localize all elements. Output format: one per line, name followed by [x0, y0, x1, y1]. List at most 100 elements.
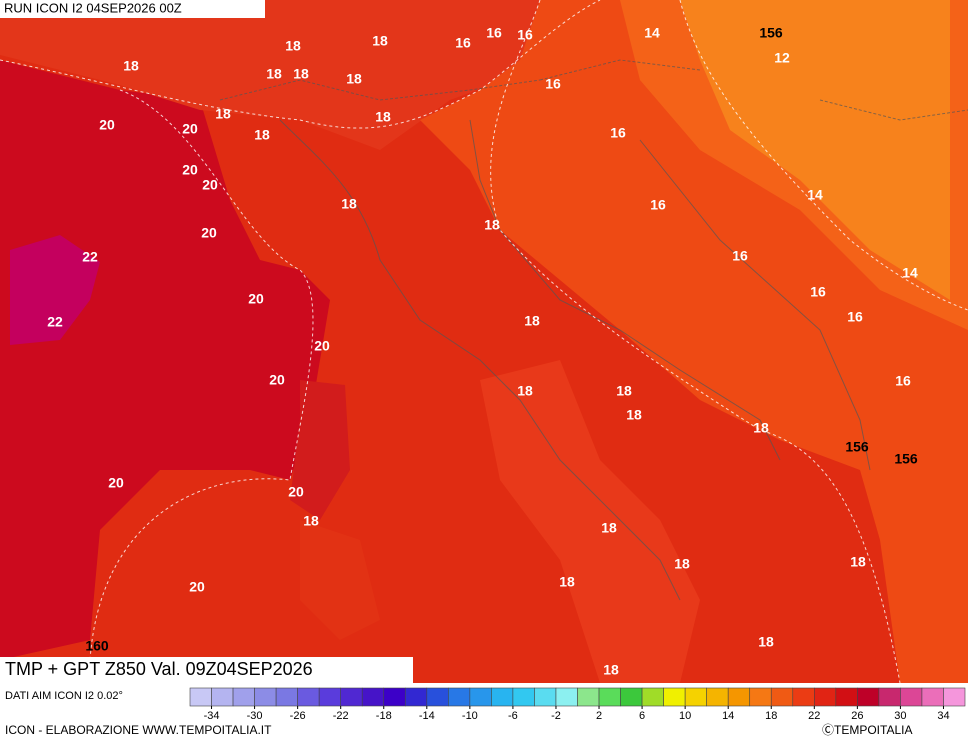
colorbar: -34 -30 -26 -22 -18 -14 -10 -6 -2 2 6 10 14 18 22 26 30 3… — [189, 687, 966, 722]
region — [300, 520, 380, 640]
contour — [490, 0, 901, 684]
contour-label: 16 — [545, 76, 561, 92]
contour-label: 16 — [517, 27, 533, 43]
colorbar-box — [727, 687, 751, 707]
contour-label: 20 — [248, 291, 264, 307]
contour-label: 18 — [753, 420, 769, 436]
contour-label: 18 — [215, 106, 231, 122]
contour-label: 16 — [486, 25, 502, 41]
run-title: RUN ICON I2 04SEP2026 00Z — [4, 0, 182, 15]
contour-label: 20 — [182, 162, 198, 178]
colorbar-tick-label: 14 — [722, 710, 734, 722]
colorbar-box — [340, 687, 363, 707]
contour-label: 16 — [455, 35, 471, 51]
colorbar-tick-label: 26 — [851, 710, 863, 722]
colorbar-box — [857, 687, 880, 707]
contour-label: 18 — [254, 127, 270, 143]
contour-label: 20 — [108, 475, 124, 491]
colorbar-box — [211, 687, 234, 707]
colorbar-tick-label: -14 — [419, 710, 435, 722]
colorbar-box — [469, 687, 492, 707]
colorbar-tick-label: 34 — [937, 710, 949, 722]
contour-label: 156 — [759, 25, 783, 41]
title-box — [0, 657, 413, 683]
colorbar-box — [684, 687, 707, 707]
border — [219, 59, 968, 121]
colorbar-box — [254, 687, 277, 707]
colorbar-box — [189, 687, 212, 707]
contour-label: 156 — [894, 451, 918, 467]
contour-label: 16 — [810, 284, 826, 300]
contour-label: 20 — [182, 121, 198, 137]
contour-label: 18 — [616, 383, 632, 399]
colorbar-box — [706, 687, 729, 707]
contour-label: 16 — [847, 309, 863, 325]
colorbar-box — [534, 687, 557, 707]
colorbar-tick-label: 18 — [765, 710, 777, 722]
colorbar-box — [814, 687, 837, 707]
colorbar-box — [878, 687, 901, 707]
contour-label: 20 — [288, 484, 304, 500]
contour-label: 18 — [123, 58, 139, 74]
contour-label: 18 — [850, 554, 866, 570]
contour-label: 18 — [517, 383, 533, 399]
map-title: TMP + GPT Z850 Val. 09Z04SEP2026 — [5, 659, 313, 679]
colorbar-box — [921, 687, 944, 707]
region — [680, 0, 950, 300]
colorbar-box — [275, 687, 298, 707]
contour-label: 20 — [202, 177, 218, 193]
contour-label: 18 — [266, 66, 282, 82]
colorbar-box — [426, 687, 449, 707]
colorbar-tick-label: 2 — [596, 710, 602, 722]
region — [0, 0, 600, 150]
colorbar-box — [577, 687, 600, 707]
colorbar-tick-label: -6 — [508, 710, 518, 722]
contour-label: 18 — [341, 196, 357, 212]
header-box — [0, 0, 265, 18]
contour-label: 18 — [559, 574, 575, 590]
contour-label: 20 — [201, 225, 217, 241]
contour-label: 18 — [293, 66, 309, 82]
contour-label: 18 — [303, 513, 319, 529]
colorbar-box — [383, 687, 406, 707]
region — [10, 235, 100, 345]
colorbar-tick-label: -26 — [290, 710, 306, 722]
contour-label: 14 — [807, 187, 823, 203]
contour-label: 20 — [314, 338, 330, 354]
region — [0, 60, 330, 660]
contour-label: 14 — [902, 265, 918, 281]
contour-label: 20 — [269, 372, 285, 388]
contour-label: 18 — [346, 71, 362, 87]
contour-label: 156 — [845, 439, 869, 455]
colorbar-box — [297, 687, 320, 707]
contour-label: 18 — [524, 313, 540, 329]
colorbar-tick-label: 22 — [808, 710, 820, 722]
colorbar-box — [232, 687, 255, 707]
colorbar-box — [792, 687, 815, 707]
colorbar-tick-label: -2 — [551, 710, 561, 722]
contour-label: 20 — [189, 579, 205, 595]
source: DATI AIM ICON I2 0.02° — [5, 690, 123, 702]
colorbar-box — [598, 687, 621, 707]
copyright: ⒸTEMPOITALIA — [822, 723, 912, 737]
colorbar-tick-label: -30 — [247, 710, 263, 722]
contour-label: 160 — [85, 638, 109, 654]
contour-label: 18 — [484, 217, 500, 233]
colorbar-box — [512, 687, 535, 707]
colorbar-box — [943, 687, 966, 707]
region — [290, 380, 350, 520]
colorbar-box — [663, 687, 686, 707]
contour-label: 14 — [644, 25, 660, 41]
colorbar-tick-label: 6 — [639, 710, 645, 722]
colorbar-box — [318, 687, 341, 707]
colorbar-tick-label: -34 — [204, 710, 220, 722]
colorbar-tick-label: -18 — [376, 710, 392, 722]
coastline — [279, 119, 871, 601]
colorbar-tick-label: -22 — [333, 710, 349, 722]
colorbar-box — [555, 687, 578, 707]
contour-label: 22 — [47, 314, 63, 330]
contour-label: 18 — [285, 38, 301, 54]
contour-label: 18 — [674, 556, 690, 572]
